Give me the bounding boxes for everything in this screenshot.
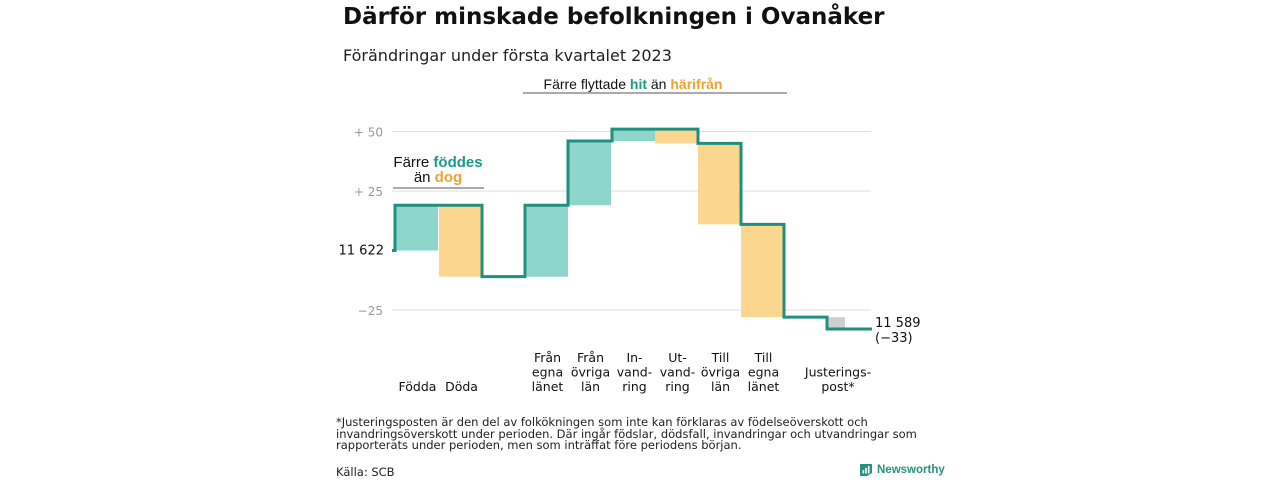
- category-label: län: [581, 379, 600, 394]
- migration-annotation-word-hit: hit: [630, 76, 647, 92]
- newsworthy-logo-icon: [860, 464, 872, 476]
- waterfall-bar: [439, 205, 482, 277]
- category-label: Från: [577, 350, 604, 365]
- start-value-label: 11 622: [339, 244, 385, 259]
- category-label: Födda: [399, 379, 437, 394]
- running-total-line: [392, 127, 872, 331]
- brand-logo: Newsworthy: [859, 463, 945, 477]
- category-label: Till: [754, 350, 773, 365]
- births-annotation-word-foddes: föddes: [433, 154, 482, 171]
- waterfall-bar: [698, 143, 741, 225]
- category-label: övriga: [571, 364, 610, 379]
- annotation-layer: Färre föddes än dog Färre flyttade hit ä…: [393, 76, 787, 189]
- category-label: In-: [626, 350, 642, 365]
- category-label: län: [711, 379, 730, 394]
- migration-annotation-word-harifran: härifrån: [670, 76, 722, 92]
- chart-subtitle: Förändringar under första kvartalet 2023: [343, 46, 672, 65]
- category-label: Från: [534, 350, 561, 365]
- category-label: länet: [532, 379, 564, 394]
- category-label: ring: [665, 379, 689, 394]
- waterfall-bar: [655, 129, 698, 144]
- category-label: Ut-: [668, 350, 687, 365]
- category-label: egna: [532, 364, 563, 379]
- waterfall-bar: [568, 141, 611, 206]
- waterfall-bar: [741, 224, 784, 318]
- category-label: Justerings-: [804, 364, 871, 379]
- category-label: post*: [821, 379, 854, 394]
- category-label: länet: [748, 379, 780, 394]
- waterfall-bar: [395, 205, 438, 251]
- category-label: Till: [711, 350, 730, 365]
- category-label: vand-: [617, 364, 652, 379]
- y-tick-label: −25: [358, 304, 383, 318]
- waterfall-bar: [525, 205, 568, 277]
- source-label: Källa: SCB: [336, 465, 395, 479]
- end-change-label: (−33): [875, 331, 913, 346]
- line-layer: [392, 127, 872, 331]
- end-value-label: 11 589: [875, 316, 921, 331]
- migration-annotation: Färre flyttade hit än härifrån: [544, 76, 723, 92]
- category-label: övriga: [701, 364, 740, 379]
- category-label: ring: [622, 379, 646, 394]
- waterfall-bar: [612, 129, 655, 142]
- waterfall-bar: [827, 317, 845, 330]
- bar-layer: [395, 129, 845, 330]
- births-annotation-line2: än dog: [414, 169, 462, 186]
- category-label: Döda: [445, 379, 478, 394]
- category-label: vand-: [660, 364, 695, 379]
- footnote: *Justeringsposten är den del av folkökni…: [336, 415, 917, 452]
- y-tick-label: + 25: [354, 185, 383, 199]
- chart-title: Därför minskade befolkningen i Ovanåker: [343, 4, 885, 30]
- births-annotation-word-dog: dog: [435, 169, 463, 186]
- births-annotation-line1: Färre föddes: [393, 154, 482, 171]
- brand-name: Newsworthy: [877, 464, 945, 476]
- y-tick-label: + 50: [354, 126, 383, 140]
- category-label: egna: [748, 364, 779, 379]
